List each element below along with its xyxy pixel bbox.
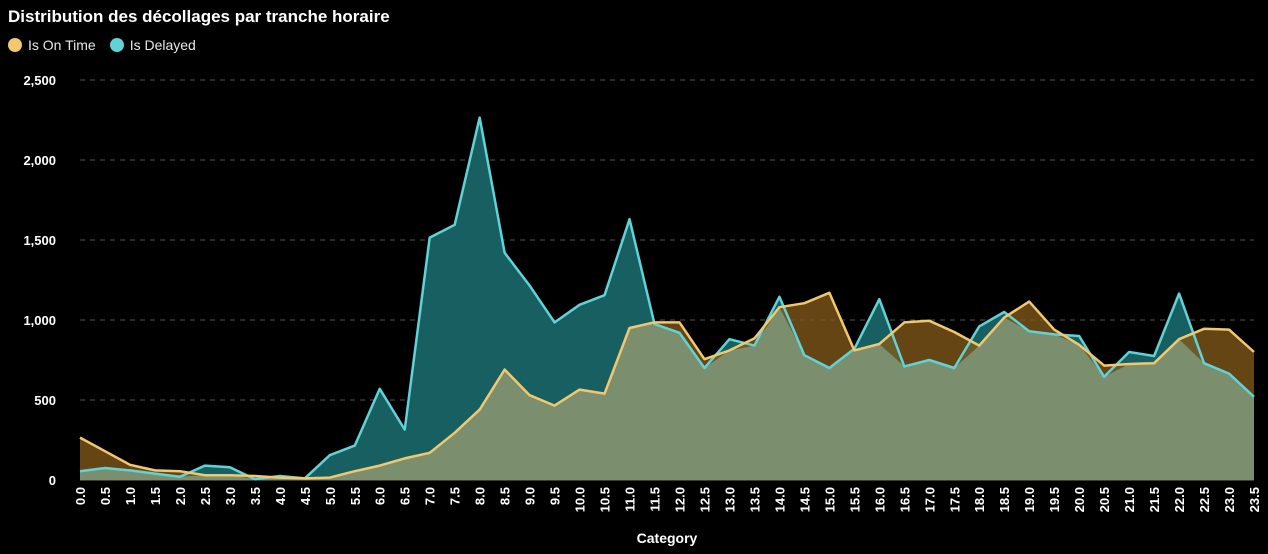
x-tick-label: 16.5: [897, 487, 912, 512]
x-tick-label: 1.5: [148, 487, 163, 505]
legend-label-delayed: Is Delayed: [129, 37, 196, 53]
x-tick-label: 6.5: [398, 487, 413, 505]
y-tick-label: 2,500: [23, 73, 56, 88]
y-tick-label: 1,500: [23, 233, 56, 248]
x-tick-label: 8.5: [498, 487, 513, 505]
x-tick-label: 10.0: [573, 487, 588, 512]
x-tick-label: 14.5: [797, 487, 812, 512]
x-tick-label: 7.0: [423, 487, 438, 505]
x-tick-label: 15.0: [822, 487, 837, 512]
x-tick-label: 13.0: [722, 487, 737, 512]
series-lines: [79, 116, 1255, 481]
x-tick-label: 15.5: [847, 487, 862, 512]
x-tick-label: 8.0: [473, 487, 488, 505]
x-tick-label: 17.0: [922, 487, 937, 512]
legend-item-on-time[interactable]: Is On Time: [8, 37, 96, 53]
x-tick-label: 5.0: [323, 487, 338, 505]
x-tick-label: 14.0: [772, 487, 787, 512]
x-tick-label: 22.0: [1172, 487, 1187, 512]
x-tick-label: 9.5: [548, 487, 563, 505]
series-areas: [80, 117, 1254, 480]
x-tick-label: 13.5: [747, 487, 762, 512]
x-tick-label: 0.5: [98, 487, 113, 505]
x-tick-label: 21.5: [1147, 487, 1162, 512]
x-tick-label: 20.0: [1072, 487, 1087, 512]
x-tick-label: 20.5: [1097, 487, 1112, 512]
y-axis-ticks: 0 500 1,000 1,500 2,000 2,500: [23, 73, 56, 488]
x-tick-label: 4.0: [273, 487, 288, 505]
y-tick-label: 1,000: [23, 313, 56, 328]
legend-item-delayed[interactable]: Is Delayed: [109, 37, 196, 53]
y-tick-label: 2,000: [23, 153, 56, 168]
legend-dot-on-time-icon: [8, 38, 22, 52]
x-tick-label: 10.5: [598, 487, 613, 512]
x-axis-ticks: 0.0 0.5 1.0 1.5 2.0 2.5 3.0 3.5 4.0 4.5 5.0 5.5 6.0 6…: [73, 487, 1262, 512]
area-overlap: [80, 307, 1254, 480]
x-tick-label: 16.0: [872, 487, 887, 512]
x-tick-label: 1.0: [123, 487, 138, 505]
x-axis-title: Category: [637, 530, 698, 546]
x-tick-label: 23.5: [1247, 487, 1262, 512]
legend: Is On Time Is Delayed: [8, 37, 210, 53]
x-tick-label: 5.5: [348, 487, 363, 505]
x-tick-label: 23.0: [1222, 487, 1237, 512]
chart-title: Distribution des décollages par tranche …: [8, 7, 390, 26]
x-tick-label: 7.5: [448, 487, 463, 505]
y-tick-label: 0: [49, 473, 56, 488]
x-tick-label: 11.0: [623, 487, 638, 512]
x-tick-label: 21.0: [1122, 487, 1137, 512]
x-tick-label: 12.0: [672, 487, 687, 512]
x-tick-label: 9.0: [523, 487, 538, 505]
legend-label-on-time: Is On Time: [28, 37, 96, 53]
x-tick-label: 17.5: [947, 487, 962, 512]
x-tick-label: 2.0: [173, 487, 188, 505]
x-tick-label: 3.0: [223, 487, 238, 505]
x-tick-label: 12.5: [697, 487, 712, 512]
x-tick-label: 4.5: [298, 487, 313, 505]
x-tick-label: 3.5: [248, 487, 263, 505]
x-tick-label: 22.5: [1197, 487, 1212, 512]
x-tick-label: 18.5: [997, 487, 1012, 512]
x-tick-label: 19.0: [1022, 487, 1037, 512]
x-tick-label: 18.0: [972, 487, 987, 512]
line-on-time[interactable]: [79, 291, 1255, 480]
x-tick-label: 2.5: [198, 487, 213, 505]
x-tick-label: 0.0: [73, 487, 88, 505]
x-tick-label: 19.5: [1047, 487, 1062, 512]
legend-dot-delayed-icon: [109, 38, 124, 52]
x-tick-label: 6.0: [373, 487, 388, 505]
y-tick-label: 500: [34, 393, 56, 408]
x-tick-label: 11.5: [648, 487, 663, 512]
